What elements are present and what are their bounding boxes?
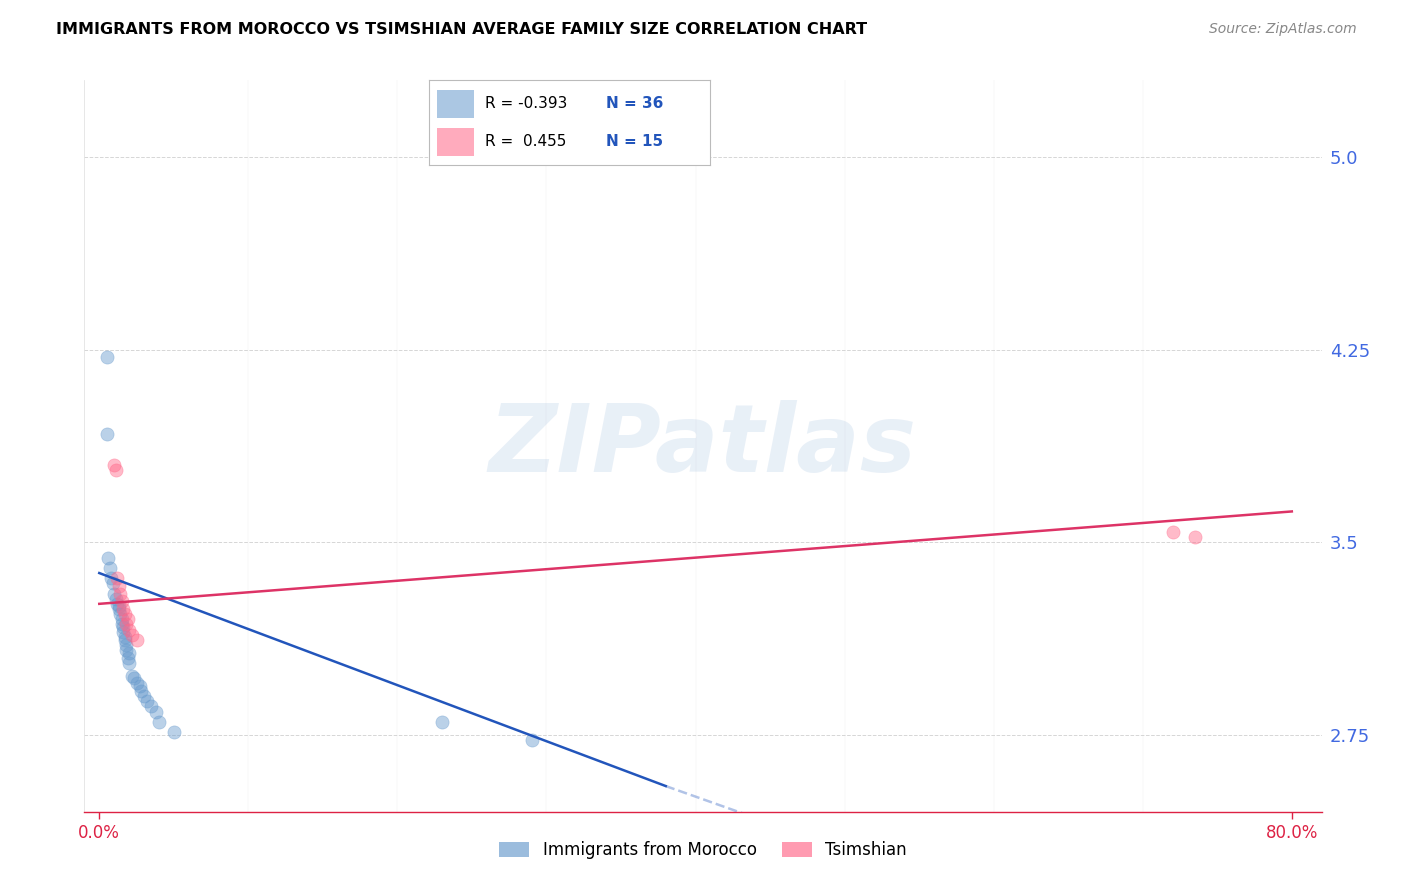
Point [114,607,136,621]
Point [112,620,135,634]
Bar [437,89,474,118]
Point [97,550,120,565]
Text: IMMIGRANTS FROM MOROCCO VS TSIMSHIAN AVERAGE FAMILY SIZE CORRELATION CHART: IMMIGRANTS FROM MOROCCO VS TSIMSHIAN AVE… [56,22,868,37]
Point [114,630,136,644]
Point [105,597,128,611]
Point [100,571,122,585]
Point [125,676,148,690]
Point [111,594,134,608]
Text: N = 15: N = 15 [606,134,664,149]
Point [148,714,170,729]
Point [145,705,167,719]
Point [104,463,127,477]
Point [96,427,118,442]
Point [103,586,125,600]
Point [112,602,135,616]
Point [101,576,124,591]
Point [121,627,143,641]
Point [122,671,145,685]
Point [129,684,152,698]
Point [107,579,129,593]
Point [104,591,127,606]
Point [103,458,125,473]
Point [105,571,128,585]
Point [1161,524,1184,539]
Legend: Immigrants from Morocco, Tsimshian: Immigrants from Morocco, Tsimshian [492,834,914,865]
Point [112,625,135,640]
Point [115,617,138,632]
Point [1184,530,1206,544]
Bar [437,128,474,156]
Point [163,725,186,739]
Point [108,586,131,600]
Point [141,699,163,714]
Point [117,612,139,626]
Point [96,351,118,365]
Point [108,607,131,621]
Point [121,669,143,683]
Point [107,599,129,614]
Point [132,690,155,704]
Point [118,656,141,670]
Text: R =  0.455: R = 0.455 [485,134,567,149]
Point [118,646,141,660]
Point [115,638,138,652]
Text: R = -0.393: R = -0.393 [485,96,568,112]
Point [107,602,129,616]
Text: Source: ZipAtlas.com: Source: ZipAtlas.com [1209,22,1357,37]
Text: N = 36: N = 36 [606,96,664,112]
Point [111,612,134,626]
Point [115,643,138,657]
Point [117,650,139,665]
Point [114,632,136,647]
Point [118,623,141,637]
Point [520,732,543,747]
Point [98,561,121,575]
Point [125,632,148,647]
Point [128,679,150,693]
Point [430,714,453,729]
Point [136,694,159,708]
Point [111,617,134,632]
Text: ZIPatlas: ZIPatlas [489,400,917,492]
